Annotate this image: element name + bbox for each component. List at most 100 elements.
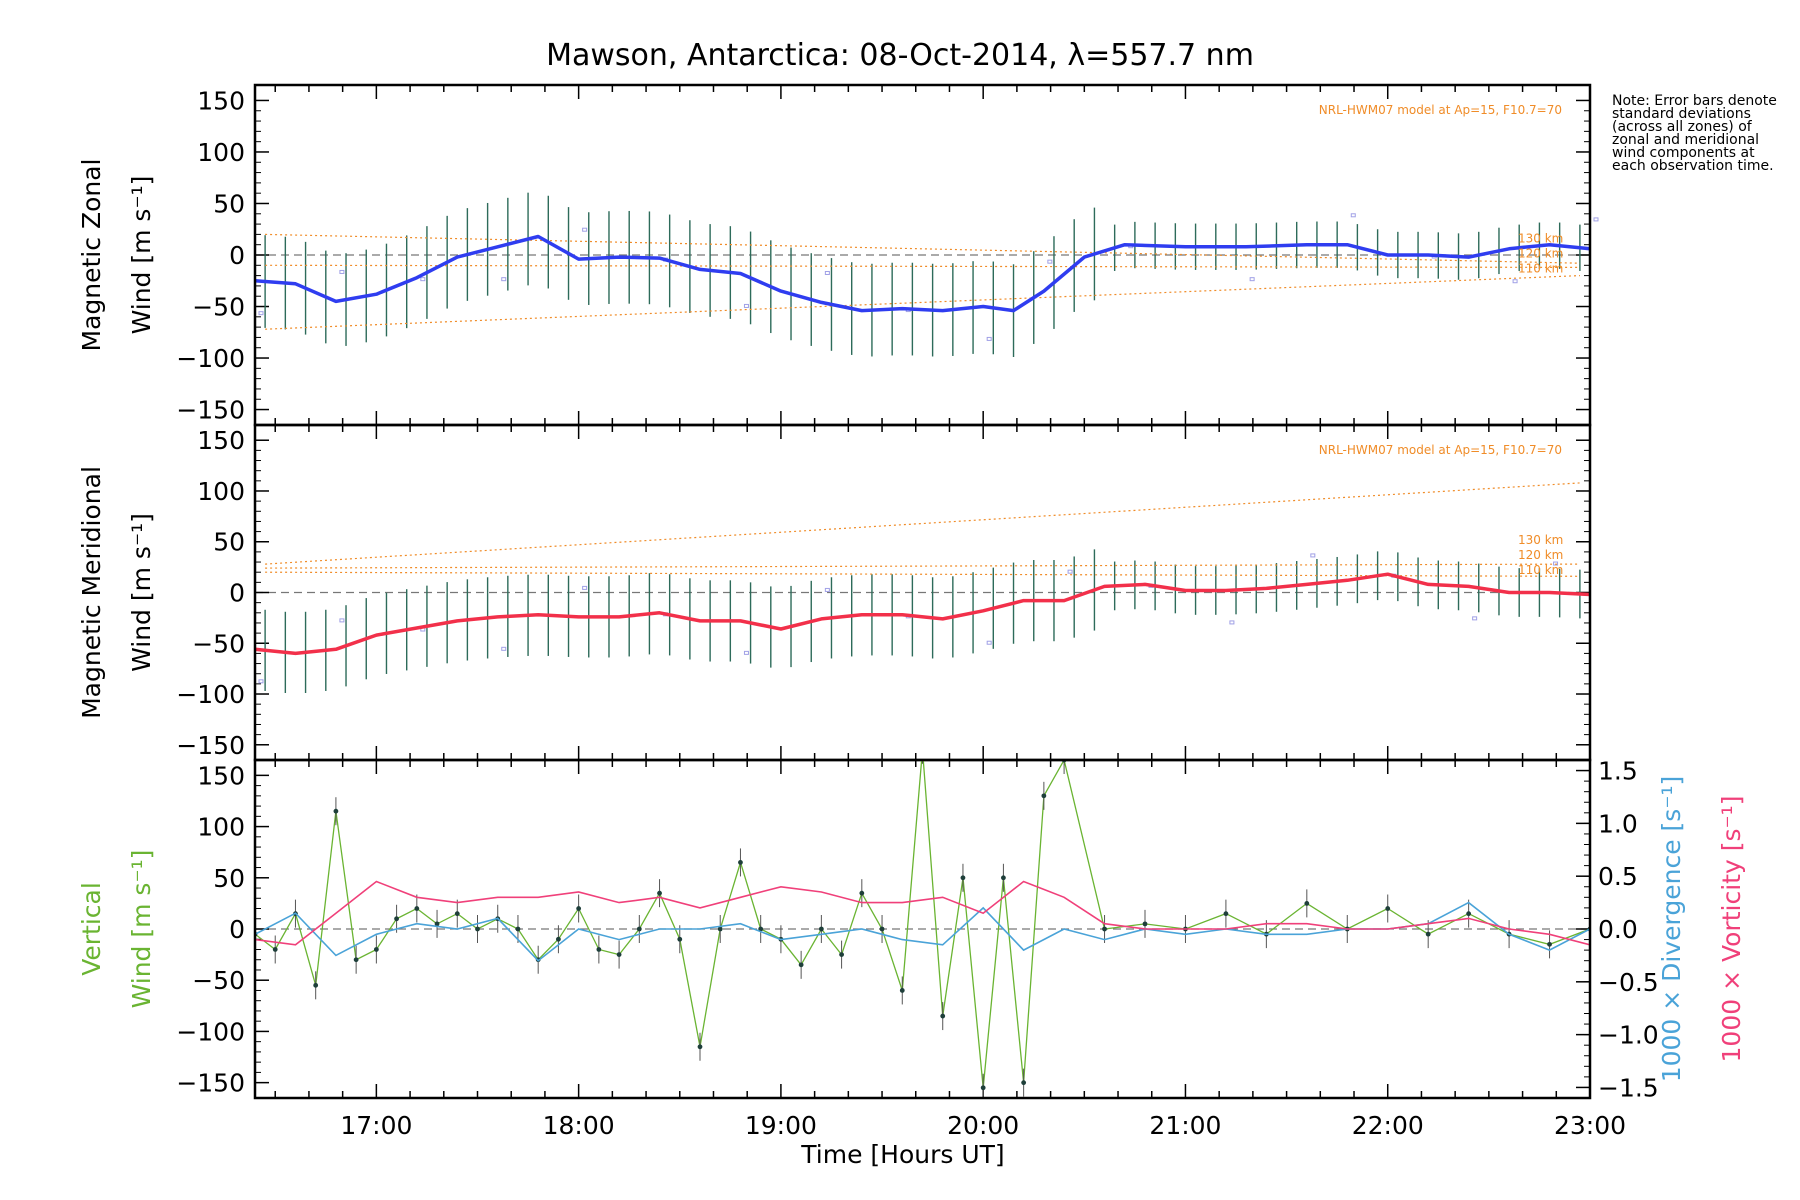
- zonal-y-tick-label: 50: [213, 189, 245, 218]
- meridional-panel: 150 100 50 0 −50 −100 −150 Magnetic Meridional W…: [77, 423, 1592, 762]
- vertical-wind-point: [454, 911, 460, 917]
- vertical-y-tick-label: −100: [176, 1017, 245, 1046]
- vertical-wind-point: [1304, 900, 1310, 906]
- meridional-zone-point: [258, 679, 264, 684]
- zonal-zone-point: [1047, 259, 1053, 264]
- vertical-wind-point: [556, 936, 561, 942]
- vertical-wind-point: [980, 1085, 986, 1091]
- vertical-wind-point: [576, 906, 582, 911]
- meridional-y-tick-label: 150: [197, 426, 245, 455]
- meridional-y-tick-label: 50: [213, 528, 245, 557]
- vorticity-ylabel: 1000 × Vorticity [s⁻¹]: [1717, 796, 1746, 1063]
- meridional-zone-point: [743, 650, 749, 655]
- zonal-y-tick-label: 100: [197, 138, 245, 167]
- meridional-model-line-2: [265, 571, 1580, 577]
- zonal-zone-point: [1350, 213, 1356, 218]
- vertical-wind-point: [717, 926, 723, 932]
- meridional-y-tick-label: −50: [192, 629, 245, 658]
- zonal-zone-point: [339, 269, 345, 274]
- vertical-wind-point: [1001, 875, 1006, 881]
- meridional-model-line-0: [265, 482, 1580, 565]
- vertical-wind-point: [434, 921, 440, 927]
- vertical-wind-point: [859, 890, 865, 896]
- meridional-model-height-label: 110 km: [1518, 563, 1563, 577]
- vertical-wind-point: [596, 947, 602, 952]
- error-bar-note: Note: Error bars denote standard deviati…: [1612, 93, 1777, 174]
- y2-tick-label: 0.0: [1598, 915, 1638, 944]
- meridional-zone-point: [339, 618, 345, 623]
- vertical-wind-point: [677, 936, 683, 942]
- divergence-ylabel: 1000 × Divergence [s⁻¹]: [1657, 776, 1686, 1083]
- vertical-wind-point: [1547, 941, 1552, 947]
- zonal-zone-point: [420, 277, 426, 282]
- vertical-y-tick-label: 50: [213, 864, 245, 893]
- zonal-y-tick-label: 150: [197, 86, 245, 115]
- meridional-y-tick-label: 100: [197, 477, 245, 506]
- vertical-wind-point: [1041, 793, 1047, 799]
- meridional-zone-point: [1553, 561, 1559, 566]
- y2-tick-label: 1.0: [1598, 809, 1638, 838]
- y2-tick-label: −0.5: [1598, 968, 1659, 997]
- zonal-zone-point: [824, 270, 830, 275]
- meridional-y-tick-label: −100: [176, 680, 245, 709]
- chart-title: Mawson, Antarctica: 08-Oct-2014, λ=557.7…: [546, 38, 1254, 73]
- meridional-ylabel-line2: Wind [m s⁻¹]: [127, 513, 156, 672]
- zonal-zone-point: [743, 303, 749, 308]
- vertical-wind-point: [394, 916, 399, 922]
- zonal-y-tick-label: −100: [176, 344, 245, 373]
- x-tick-label: 20:00: [947, 1111, 1019, 1140]
- zonal-model-line-0: [265, 233, 1580, 264]
- vertical-wind-point: [798, 962, 804, 968]
- vertical-wind-point: [515, 926, 521, 932]
- vertical-wind-point: [818, 926, 824, 932]
- zonal-y-tick-label: 0: [229, 241, 245, 270]
- vertical-wind-point: [940, 1013, 946, 1019]
- zonal-zone-point: [1249, 277, 1255, 282]
- vertical-wind-point: [920, 747, 925, 752]
- y2-tick-label: −1.0: [1598, 1021, 1659, 1050]
- vertical-wind-point: [1021, 1080, 1027, 1086]
- vertical-wind-point: [353, 957, 359, 963]
- vertical-wind-point: [1385, 906, 1391, 911]
- vertical-wind-point: [1466, 911, 1472, 917]
- vertical-wind-point: [1223, 911, 1229, 917]
- vertical-wind-point: [373, 947, 379, 952]
- vertical-wind-point: [1142, 921, 1148, 927]
- zonal-zone-point: [986, 336, 992, 341]
- zonal-y-tick-label: −150: [176, 396, 245, 425]
- vertical-wind-point: [697, 1044, 703, 1050]
- x-tick-label: 19:00: [745, 1111, 817, 1140]
- x-tick-label: 23:00: [1554, 1111, 1626, 1140]
- vertical-ylabel-line2: Wind [m s⁻¹]: [127, 850, 156, 1009]
- zonal-model-height-label: 130 km: [1518, 232, 1563, 246]
- x-tick-label: 18:00: [543, 1111, 615, 1140]
- meridional-model-height-label: 130 km: [1518, 533, 1563, 547]
- x-tick-label: 21:00: [1149, 1111, 1221, 1140]
- meridional-zone-point: [501, 646, 507, 651]
- zonal-mean-line: [254, 234, 1591, 313]
- vertical-y-tick-label: −50: [192, 966, 245, 995]
- zonal-model-line-2: [265, 275, 1580, 330]
- meridional-zone-point: [824, 587, 830, 592]
- vertical-wind-point: [960, 875, 966, 881]
- zonal-zone-point: [1512, 279, 1518, 284]
- meridional-zone-point: [1229, 620, 1235, 625]
- meridional-mean-line: [254, 572, 1591, 656]
- vertical-wind-point: [879, 926, 885, 932]
- vertical-y-tick-label: −150: [176, 1069, 245, 1098]
- vertical-wind-point: [616, 952, 622, 958]
- vertical-wind-point: [1425, 931, 1431, 937]
- meridional-zone-point: [1310, 553, 1316, 558]
- zonal-zone-point: [582, 227, 588, 232]
- zonal-model-height-label: 110 km: [1518, 262, 1563, 276]
- vertical-wind-point: [272, 947, 278, 952]
- zonal-ylabel-line1: Magnetic Zonal: [77, 159, 106, 352]
- vertical-frame: [253, 758, 1592, 1100]
- meridional-model-label: NRL-HWM07 model at Ap=15, F10.7=70: [1319, 443, 1562, 457]
- vertical-wind-point: [313, 982, 319, 988]
- x-axis-label: Time [Hours UT]: [800, 1140, 1004, 1169]
- meridional-zone-point: [986, 640, 992, 645]
- vertical-wind-point: [758, 926, 764, 932]
- x-tick-label: 22:00: [1352, 1111, 1424, 1140]
